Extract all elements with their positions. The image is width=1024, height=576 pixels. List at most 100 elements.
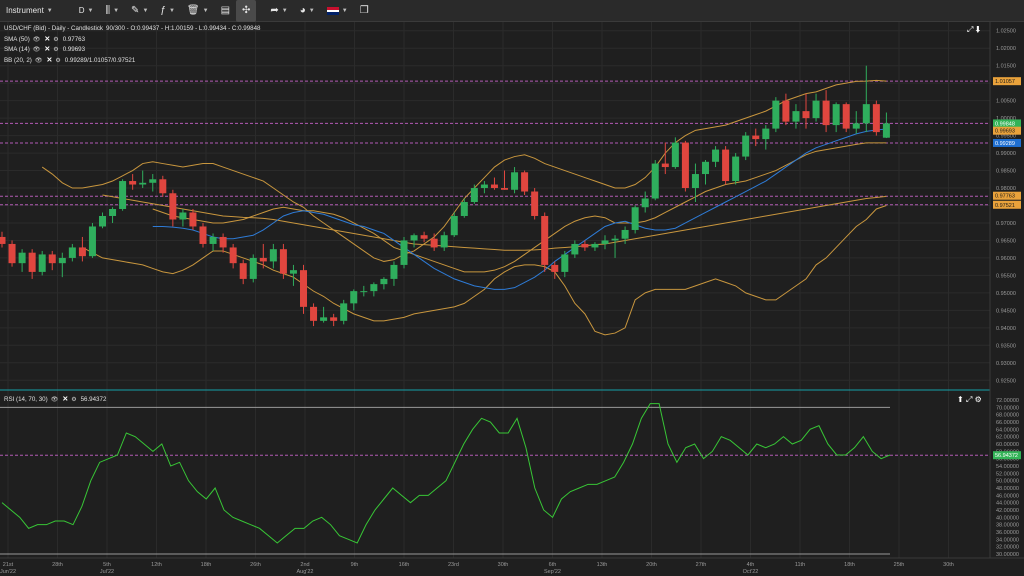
close-icon[interactable]: ✕ [44, 46, 51, 53]
candle-body [762, 128, 770, 140]
theme-menu[interactable]: ◕ ▼ [294, 0, 321, 22]
price-tick-label: 0.98000 [996, 186, 1016, 192]
indicator-icon: ƒ [160, 4, 166, 16]
rsi-tick-label: 54.00000 [996, 464, 1019, 470]
timeframe-menu[interactable]: D ▼ [73, 0, 100, 22]
time-tick-label: 2nd [300, 562, 309, 568]
chart-area[interactable]: 1.025001.020001.015001.010001.005001.000… [0, 22, 1024, 576]
candle-body [350, 291, 358, 304]
candle-body [249, 257, 257, 279]
bb-label: BB (20, 2) [4, 56, 32, 64]
rsi-tick-label: 72.00000 [996, 398, 1019, 404]
candle-body [38, 254, 46, 272]
drawing-tools-menu[interactable]: ✎ ▼ [125, 0, 154, 22]
rsi-tick-label: 56.00000 [996, 457, 1019, 463]
candle-body [300, 270, 307, 307]
candle-body [18, 252, 26, 264]
candle-body [792, 111, 800, 122]
chevron-down-icon: ▼ [341, 7, 348, 14]
candle-body [621, 229, 629, 239]
price-tag-label: 1.01057 [995, 79, 1015, 85]
maximize-icon[interactable]: ⤢ [967, 25, 974, 34]
eye-icon[interactable]: 👁 [32, 46, 42, 53]
maximize-icon[interactable]: ⤢ [965, 395, 973, 404]
candle-body [219, 236, 227, 248]
eye-icon[interactable]: 👁 [32, 36, 42, 43]
gear-icon[interactable]: ⚙ [71, 396, 78, 403]
move-down-icon[interactable]: ⬇ [975, 25, 981, 34]
time-tick-label: 18th [844, 562, 855, 568]
candle-body [852, 123, 860, 129]
time-tick-label: 11th [795, 562, 805, 568]
candle-body [199, 226, 207, 244]
time-tick-sublabel: Jul'22 [100, 569, 114, 575]
rsi-tick-label: 70.00000 [996, 405, 1019, 411]
eye-icon[interactable]: 👁 [50, 396, 60, 403]
candle-body [149, 179, 157, 183]
rsi-tick-label: 66.00000 [996, 420, 1019, 426]
chart-canvas[interactable]: 1.025001.020001.015001.010001.005001.000… [0, 22, 1024, 576]
move-up-icon[interactable]: ⬆ [957, 395, 964, 404]
price-tick-label: 0.92500 [996, 378, 1016, 384]
candle-body [209, 236, 217, 244]
price-tag [993, 191, 1021, 200]
delete-menu[interactable]: 🗑 ▼ [181, 0, 215, 22]
candle-body [99, 215, 106, 227]
moving-averages [102, 128, 887, 290]
layout-button[interactable]: ▤ [215, 0, 236, 22]
chevron-down-icon: ▼ [113, 7, 120, 14]
layout-icon: ▤ [220, 4, 231, 16]
chevron-down-icon: ▼ [142, 7, 149, 14]
close-icon[interactable]: ✕ [62, 396, 69, 403]
candle-body [561, 254, 569, 272]
candle-body [68, 247, 76, 258]
gear-icon[interactable]: ⚙ [53, 36, 60, 43]
gear-icon[interactable]: ⚙ [974, 395, 982, 404]
time-tick-label: 30th [943, 562, 954, 568]
rsi-value: 56.94372 [80, 395, 107, 403]
rsi-tick-label: 36.00000 [996, 530, 1019, 536]
price-tick-label: 1.01500 [996, 64, 1016, 70]
candle-body [631, 207, 639, 230]
chart-type-menu[interactable]: ⫼ ▼ [99, 0, 125, 22]
candle-body [450, 215, 458, 236]
popout-button[interactable]: ❐ [354, 0, 375, 22]
candle-body [541, 215, 549, 265]
candle-body [862, 104, 870, 124]
crosshair-icon: ✣ [242, 4, 251, 16]
crosshair-button[interactable]: ✣ [236, 0, 257, 22]
rsi-panel-controls: ⬆ ⤢ ⚙ [957, 395, 982, 405]
time-tick-label: 20th [646, 562, 657, 568]
price-tag-label: 0.99848 [995, 121, 1015, 127]
price-tag-label: 0.97521 [995, 203, 1015, 209]
rsi-tick-label: 34.00000 [996, 537, 1019, 543]
candle-body [28, 252, 36, 272]
candle-body [179, 212, 187, 220]
rsi-tick-label: 50.00000 [996, 479, 1019, 485]
sma14-value: 0.99693 [62, 45, 86, 53]
rsi-tick-label: 64.00000 [996, 427, 1019, 433]
price-tick-label: 0.95500 [996, 273, 1016, 279]
candle-body [139, 182, 147, 185]
chevron-down-icon: ▼ [308, 7, 315, 14]
price-tag [993, 119, 1021, 128]
gear-icon[interactable]: ⚙ [55, 57, 62, 64]
share-icon: ➦ [270, 4, 279, 16]
eye-icon[interactable]: 👁 [34, 57, 44, 64]
language-menu[interactable]: ▼ [321, 0, 354, 22]
instrument-menu[interactable]: Instrument ▼ [0, 0, 59, 22]
rsi-label: RSI (14, 70, 30) [4, 395, 48, 403]
indicators-menu[interactable]: ƒ ▼ [154, 0, 181, 22]
close-icon[interactable]: ✕ [46, 57, 53, 64]
gear-icon[interactable]: ⚙ [53, 46, 60, 53]
close-icon[interactable]: ✕ [44, 36, 51, 43]
rsi-panel [0, 403, 990, 555]
share-menu[interactable]: ➦ ▼ [264, 0, 293, 22]
candle-body [310, 306, 318, 321]
candle-body [601, 240, 609, 244]
candle-body [571, 243, 579, 255]
candle-body [591, 243, 599, 248]
chart-title: USD/CHF (Bid) - Daily - Candlestick [4, 25, 104, 32]
candle-body [752, 135, 760, 140]
candle-body [159, 179, 167, 194]
